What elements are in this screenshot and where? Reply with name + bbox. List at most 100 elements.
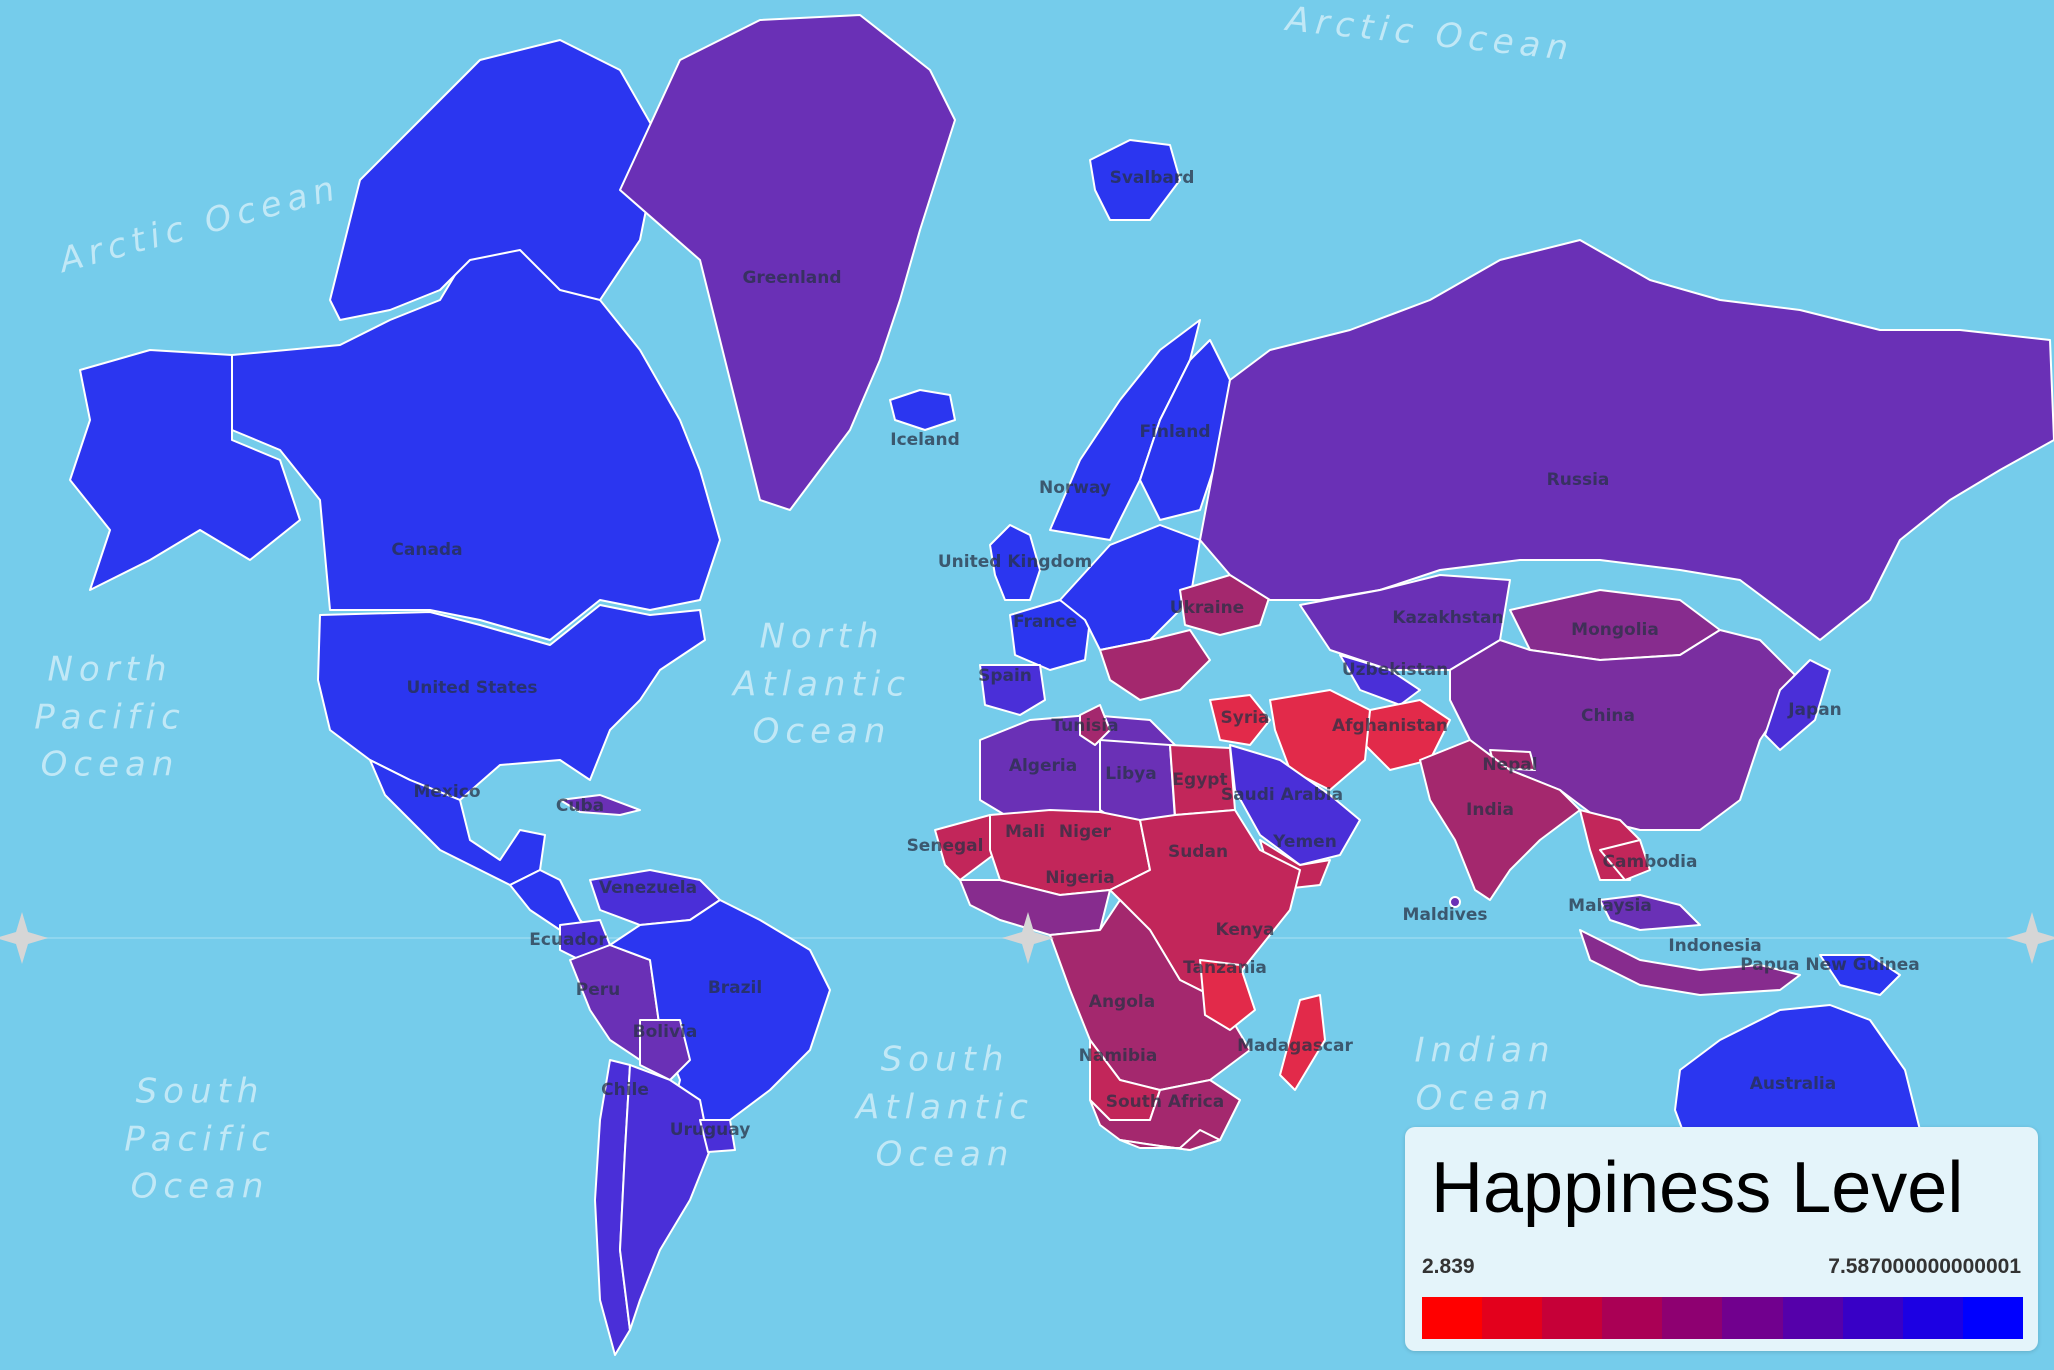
ocean-label-north-atlantic: North Atlantic Ocean	[733, 616, 911, 752]
legend-swatch-9	[1962, 1297, 2023, 1339]
country-senegal[interactable]	[934, 814, 1001, 881]
pan-left-arrow[interactable]	[0, 910, 50, 966]
label-senegal: Senegal	[906, 836, 984, 856]
country-malaysia[interactable]	[1599, 894, 1701, 931]
country-spain[interactable]	[979, 664, 1046, 716]
legend-swatch-7	[1842, 1297, 1903, 1339]
label-sudan: Sudan	[1167, 842, 1229, 862]
legend-min-value: 2.839	[1422, 1255, 1475, 1278]
label-madagascar: Madagascar	[1237, 1036, 1353, 1056]
label-cambodia: Cambodia	[1602, 852, 1698, 872]
label-svalbard: Svalbard	[1109, 168, 1195, 188]
country-madagascar[interactable]	[1279, 994, 1326, 1091]
country-indonesia[interactable]	[1579, 929, 1801, 996]
label-russia: Russia	[1546, 470, 1610, 490]
legend-swatch-5	[1722, 1297, 1783, 1339]
country-greenland[interactable]	[619, 14, 956, 511]
label-uruguay: Uruguay	[669, 1120, 751, 1140]
ocean-label-indian: Indian Ocean	[1414, 1030, 1556, 1118]
label-syria: Syria	[1220, 708, 1270, 728]
label-kazakhstan: Kazakhstan	[1392, 608, 1504, 628]
legend-panel: Happiness Level 2.839 7.587000000000001	[1405, 1127, 2038, 1351]
label-bolivia: Bolivia	[632, 1022, 698, 1042]
country-argentina[interactable]	[619, 1064, 711, 1331]
label-kenya: Kenya	[1215, 920, 1275, 940]
legend-swatch-6	[1782, 1297, 1843, 1339]
country-saudi-arabia[interactable]	[1229, 744, 1361, 866]
label-namibia: Namibia	[1078, 1046, 1158, 1066]
label-canada: Canada	[391, 540, 463, 560]
legend-swatch-2	[1542, 1297, 1603, 1339]
country-south-africa[interactable]	[1119, 1129, 1221, 1151]
label-yemen: Yemen	[1273, 832, 1337, 852]
label-angola: Angola	[1088, 992, 1156, 1012]
label-norway: Norway	[1038, 478, 1112, 498]
country-united-kingdom[interactable]	[989, 524, 1041, 601]
label-cuba: Cuba	[555, 796, 605, 816]
country-india[interactable]	[1419, 739, 1581, 901]
pan-right-arrow[interactable]	[2004, 910, 2054, 966]
country-norway[interactable]	[1049, 319, 1201, 541]
label-uzbekistan: Uzbekistan	[1341, 660, 1449, 680]
label-peru: Peru	[575, 980, 621, 1000]
label-afghanistan: Afghanistan	[1331, 716, 1449, 736]
ocean-label-north-pacific: North Pacific Ocean	[34, 649, 186, 785]
label-nepal: Nepal	[1482, 755, 1538, 775]
label-united-states: United States	[406, 678, 538, 698]
label-malaysia: Malaysia	[1568, 896, 1652, 916]
label-saudi-arabia: Saudi Arabia	[1220, 785, 1344, 805]
country-papua-new-guinea[interactable]	[1819, 954, 1901, 996]
label-algeria: Algeria	[1008, 756, 1078, 776]
legend-max-value: 7.587000000000001	[1828, 1255, 2021, 1278]
label-libya: Libya	[1105, 764, 1157, 784]
country-maldives[interactable]	[1449, 896, 1461, 908]
label-maldives: Maldives	[1402, 905, 1488, 925]
label-ecuador: Ecuador	[529, 930, 607, 950]
label-iceland: Iceland	[890, 430, 960, 450]
pan-center-marker[interactable]	[1000, 910, 1056, 966]
legend-swatch-4	[1662, 1297, 1723, 1339]
ocean-label-south-atlantic: South Atlantic Ocean	[856, 1039, 1034, 1175]
country-uzbekistan[interactable]	[1339, 654, 1421, 706]
country-cambodia[interactable]	[1599, 839, 1651, 881]
legend-swatch-1	[1482, 1297, 1543, 1339]
country-iceland[interactable]	[889, 389, 956, 431]
country-mexico[interactable]	[369, 759, 546, 886]
legend-color-scale	[1422, 1297, 2023, 1339]
label-chile: Chile	[601, 1080, 649, 1100]
country-syria[interactable]	[1209, 694, 1271, 746]
label-india: India	[1466, 800, 1514, 820]
country-tanzania[interactable]	[1199, 959, 1256, 1031]
legend-swatch-3	[1602, 1297, 1663, 1339]
label-indonesia: Indonesia	[1668, 936, 1762, 956]
label-venezuela: Venezuela	[598, 878, 698, 898]
label-papua-new-guinea: Papua New Guinea	[1740, 955, 1920, 975]
label-egypt: Egypt	[1172, 770, 1228, 790]
country-tunisia[interactable]	[1079, 704, 1111, 746]
ocean-label-south-pacific: South Pacific Ocean	[124, 1071, 276, 1207]
country-canada-islands[interactable]	[329, 39, 661, 321]
label-japan: Japan	[1788, 700, 1842, 720]
country-cuba[interactable]	[559, 794, 641, 816]
country-bolivia[interactable]	[639, 1019, 691, 1081]
label-mali: Mali	[1004, 822, 1046, 842]
country-iran-region[interactable]	[1269, 689, 1371, 791]
label-united-kingdom: United Kingdom	[937, 552, 1093, 572]
label-australia: Australia	[1749, 1074, 1837, 1094]
country-alaska[interactable]	[69, 349, 301, 591]
label-france: France	[1012, 612, 1078, 632]
label-nigeria: Nigeria	[1045, 868, 1115, 888]
label-tanzania: Tanzania	[1183, 958, 1267, 978]
label-south-africa: South Africa	[1105, 1092, 1225, 1112]
country-uruguay[interactable]	[699, 1119, 736, 1153]
label-china: China	[1581, 706, 1635, 726]
country-japan[interactable]	[1764, 659, 1831, 751]
legend-swatch-8	[1902, 1297, 1963, 1339]
country-balkans[interactable]	[1099, 629, 1211, 701]
country-russia[interactable]	[1199, 239, 2054, 641]
legend-title: Happiness Level	[1431, 1148, 1964, 1228]
country-svalbard[interactable]	[1089, 139, 1181, 221]
label-tunisia: Tunisia	[1051, 716, 1119, 736]
